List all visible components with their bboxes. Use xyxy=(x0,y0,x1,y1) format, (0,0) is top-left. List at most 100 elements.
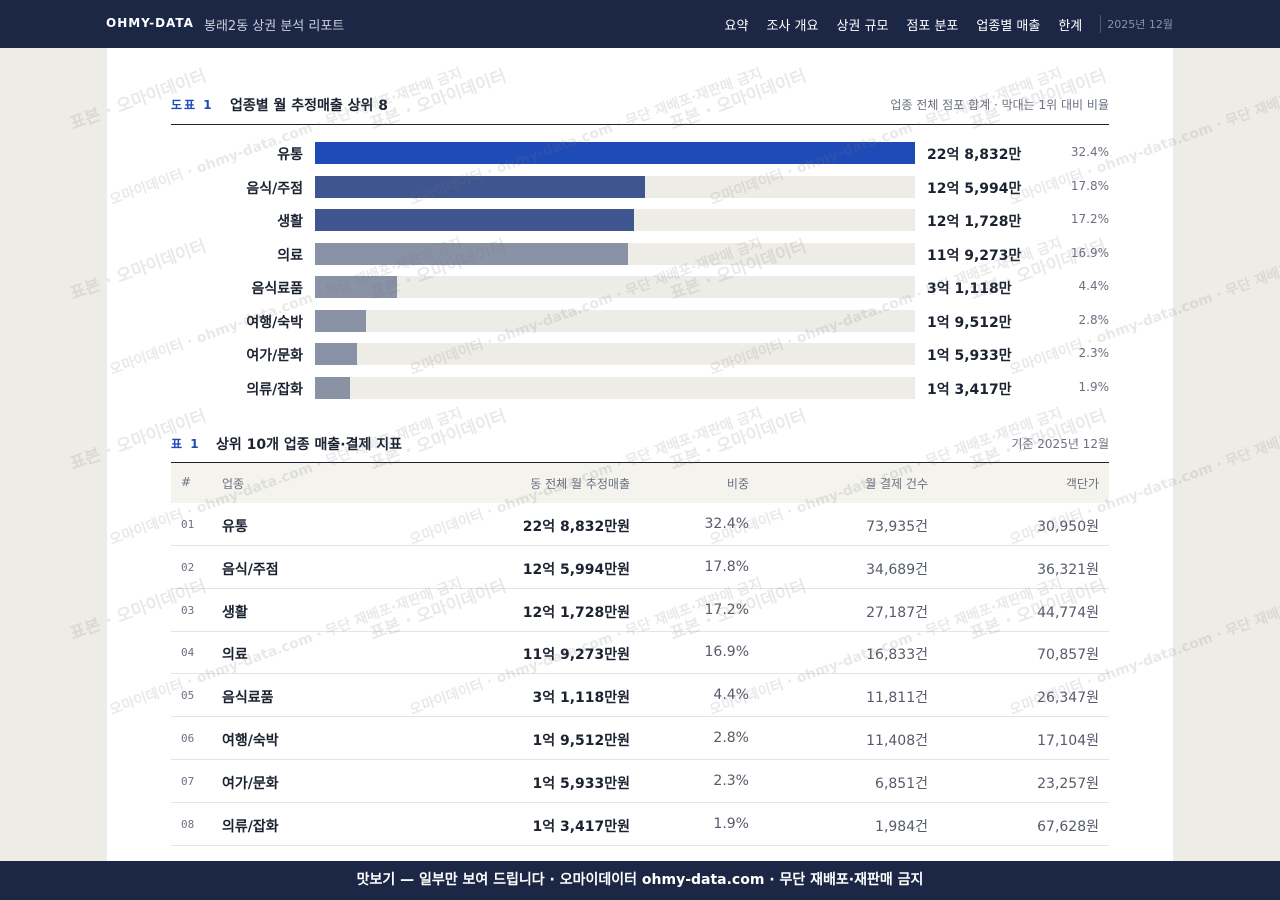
table-cell: 12억 1,728만원 xyxy=(522,604,630,621)
table-cell: 70,857원 xyxy=(1037,647,1099,664)
value-label: 1억 5,933만 xyxy=(927,348,1012,364)
nav-link[interactable]: 조사 개요 xyxy=(766,18,819,34)
value-label: 1억 9,512만 xyxy=(927,314,1012,331)
table-cell: 36,321원 xyxy=(1037,561,1099,578)
table-cell: 생활 xyxy=(222,604,248,621)
report-subtitle: 봉래2동 상권 분석 리포트 xyxy=(204,19,345,34)
share-label: 1.9% xyxy=(1078,379,1110,394)
table-cell: 의료 xyxy=(222,647,248,664)
nav-link[interactable]: 요약 xyxy=(724,18,749,34)
value-label: 12억 1,728만 xyxy=(927,214,1022,230)
table-row: 05 음식료품 3억 1,118만원 4.4% 11,811건 26,347원 xyxy=(171,674,1109,718)
bar-label: 유통 xyxy=(277,147,303,163)
bar xyxy=(315,276,397,298)
value-label: 11억 9,273만 xyxy=(927,247,1022,264)
nav-separator xyxy=(1100,15,1102,33)
table-cell: 17.8% xyxy=(704,558,749,575)
table-cell: 08 xyxy=(181,817,195,831)
table-cell: 11,408건 xyxy=(866,733,928,749)
table-row: 03 생활 12억 1,728만원 17.2% 27,187건 44,774원 xyxy=(171,589,1109,632)
table-cell: 1억 5,933만원 xyxy=(532,775,630,792)
nav-link[interactable]: 점포 분포 xyxy=(906,18,959,34)
column-header: 비중 xyxy=(726,477,749,491)
table-cell: 의류/잡화 xyxy=(222,818,279,835)
bar-label: 생활 xyxy=(277,214,303,230)
table-cell: 음식/주점 xyxy=(222,561,279,578)
value-label: 12억 5,994만 xyxy=(927,180,1022,197)
bar xyxy=(315,376,351,399)
table-cell: 여가/문화 xyxy=(222,775,279,792)
bar-label: 음식료품 xyxy=(251,281,303,297)
table-row: 07 여가/문화 1억 5,933만원 2.3% 6,851건 23,257원 xyxy=(171,760,1109,803)
table-cell: 음식료품 xyxy=(222,690,274,707)
table-cell: 34,689건 xyxy=(866,561,928,578)
table-cell: 27,187건 xyxy=(866,604,928,621)
rule xyxy=(171,124,1109,125)
table-cell: 1억 9,512만원 xyxy=(532,733,630,749)
share-label: 17.8% xyxy=(1070,178,1109,193)
table-cell: 17.2% xyxy=(704,601,749,618)
brand[interactable]: OHMY-DATA xyxy=(106,16,194,30)
table-cell: 44,774원 xyxy=(1037,604,1099,621)
table-cell: 30,950원 xyxy=(1037,519,1099,535)
bar-label: 여가/문화 xyxy=(246,348,303,364)
table-cell: 22억 8,832만원 xyxy=(522,519,630,535)
chart-note: 업종 전체 점포 합계 · 막대는 1위 대비 비율 xyxy=(890,98,1109,112)
bar-label: 여행/숙박 xyxy=(246,314,303,331)
figure-label: 도표 1 xyxy=(171,98,214,112)
table-cell: 16,833건 xyxy=(866,647,928,664)
share-label: 4.4% xyxy=(1078,279,1110,293)
table-cell: 06 xyxy=(181,732,195,745)
table-cell: 32.4% xyxy=(704,516,749,532)
nav-link[interactable]: 업종별 매출 xyxy=(976,18,1041,34)
table-cell: 02 xyxy=(181,560,195,574)
column-header: 업종 xyxy=(222,477,245,491)
table-row: 04 의료 11억 9,273만원 16.9% 16,833건 70,857원 xyxy=(171,631,1109,675)
bar-track xyxy=(315,376,915,399)
share-label: 32.4% xyxy=(1070,145,1109,159)
column-header: 객단가 xyxy=(1065,477,1099,491)
table-cell: 1억 3,417만원 xyxy=(532,818,630,835)
nav-link[interactable]: 상권 규모 xyxy=(836,18,889,34)
bar xyxy=(315,343,357,365)
bar-label: 의류/잡화 xyxy=(246,381,303,398)
value-label: 1억 3,417만 xyxy=(927,381,1012,398)
table-cell: 1,984건 xyxy=(875,818,928,835)
table-cell: 05 xyxy=(181,689,195,703)
table-cell: 03 xyxy=(181,603,195,617)
bar xyxy=(315,142,915,164)
table-header: # 업종 동 전체 월 추정매출 비중 월 결제 건수 객단가 xyxy=(171,463,1109,503)
top-bar: OHMY-DATA 봉래2동 상권 분석 리포트 요약 조사 개요 상권 규모 점포 … xyxy=(0,0,1280,48)
bar-track xyxy=(315,343,915,365)
table-cell: 17,104원 xyxy=(1037,733,1099,749)
nav: 요약 조사 개요 상권 규모 점포 분포 업종별 매출 한계 2025년 12월 xyxy=(725,0,1173,48)
table-cell: 07 xyxy=(181,774,195,788)
bar xyxy=(315,209,635,231)
table-cell: 26,347원 xyxy=(1037,690,1099,707)
table-note: 기준 2025년 12월 xyxy=(1011,437,1109,451)
table-cell: 여행/숙박 xyxy=(222,733,279,749)
table-cell: 12억 5,994만원 xyxy=(522,561,630,578)
column-header: 동 전체 월 추정매출 xyxy=(530,477,630,491)
table-cell: 23,257원 xyxy=(1037,775,1099,792)
table-cell: 3억 1,118만원 xyxy=(532,690,630,707)
share-label: 17.2% xyxy=(1070,212,1109,226)
chart-title: 업종별 월 추정매출 상위 8 xyxy=(230,98,389,114)
bar xyxy=(315,242,628,265)
table-row: 06 여행/숙박 1억 9,512만원 2.8% 11,408건 17,104원 xyxy=(171,717,1109,760)
share-label: 2.3% xyxy=(1078,346,1110,360)
table-label: 표 1 xyxy=(171,437,201,451)
nav-link[interactable]: 한계 xyxy=(1058,18,1083,34)
bar xyxy=(315,309,367,332)
table-cell: 04 xyxy=(181,646,195,660)
share-label: 16.9% xyxy=(1070,245,1109,260)
table-cell: 1.9% xyxy=(713,815,749,832)
table-cell: 01 xyxy=(181,518,195,531)
table-title: 상위 10개 업종 매출·결제 지표 xyxy=(216,437,402,453)
table-cell: 유통 xyxy=(222,519,248,535)
table-cell: 2.8% xyxy=(713,730,749,746)
share-label: 2.8% xyxy=(1078,312,1110,327)
table-cell: 11억 9,273만원 xyxy=(522,647,630,664)
rule xyxy=(171,462,1109,463)
